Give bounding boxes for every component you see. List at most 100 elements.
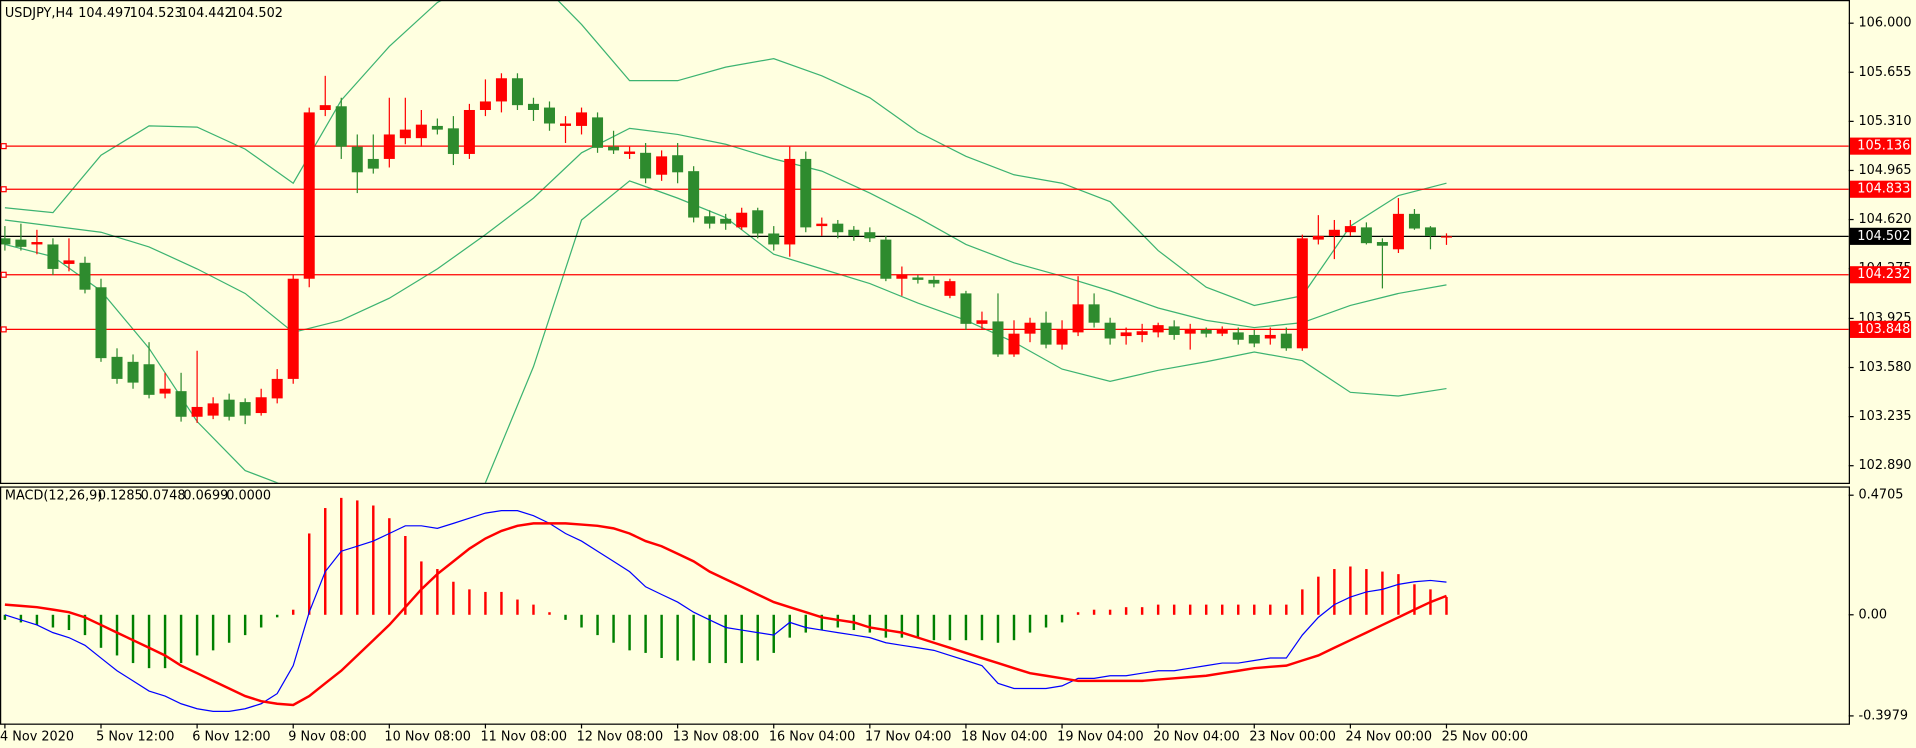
candle-body — [864, 232, 876, 239]
candle-body — [1392, 213, 1404, 250]
candle-body — [800, 158, 812, 228]
x-tick-label: 25 Nov 00:00 — [1442, 730, 1529, 745]
histogram-bar — [147, 614, 151, 669]
candle-body — [1408, 213, 1420, 229]
symbol-title: USDJPY,H4 — [5, 6, 73, 21]
candle-body — [1280, 333, 1292, 349]
candle-body — [912, 277, 924, 280]
level-label: 103.848 — [1857, 322, 1910, 337]
candle-body — [640, 152, 652, 179]
candle-body — [960, 293, 972, 324]
histogram-bar — [1349, 566, 1352, 615]
candle-body — [303, 112, 315, 279]
level-handle — [0, 186, 7, 193]
level-label-box — [1849, 266, 1912, 284]
candle-body — [431, 125, 443, 130]
histogram-bar — [740, 614, 743, 664]
candle-body — [1312, 235, 1324, 240]
candle-body — [1120, 332, 1132, 337]
candle-body — [656, 156, 668, 175]
candle-body — [383, 134, 395, 159]
histogram-bar — [532, 604, 535, 615]
histogram-bar — [596, 614, 599, 636]
candle-body — [736, 212, 748, 228]
level-label: 104.232 — [1857, 267, 1910, 282]
candle-body — [495, 78, 507, 102]
candle-body — [1360, 227, 1372, 244]
candle-body — [1136, 331, 1148, 335]
histogram-bar — [692, 614, 695, 661]
ohlc-high: 104.523 — [130, 6, 183, 21]
histogram-bar — [516, 599, 519, 615]
histogram-bar — [115, 614, 119, 656]
candle-body — [159, 388, 171, 394]
candle-body — [95, 287, 107, 359]
macd-readout: 0.0748 — [141, 489, 186, 504]
candle-body — [479, 101, 491, 110]
histogram-bar — [211, 614, 215, 651]
candle-body — [1152, 325, 1164, 333]
x-tick-label: 13 Nov 08:00 — [673, 730, 760, 745]
y-tick-label: 103.235 — [1859, 409, 1912, 424]
candle-body — [1104, 322, 1116, 339]
histogram-bar — [275, 614, 279, 618]
histogram-bar — [1285, 604, 1288, 615]
histogram-bar — [868, 614, 872, 633]
candle-body — [463, 109, 475, 154]
y-tick-label: 106.000 — [1859, 16, 1912, 31]
candle-body — [447, 128, 459, 154]
histogram-bar — [1092, 609, 1096, 615]
x-tick-label: 24 Nov 00:00 — [1345, 730, 1432, 745]
candle-body — [1376, 242, 1388, 246]
candle-body — [191, 406, 203, 417]
macd-readout: 0.0000 — [226, 489, 271, 504]
candle-body — [992, 321, 1004, 355]
x-tick-label: 19 Nov 04:00 — [1057, 730, 1144, 745]
histogram-bar — [1237, 604, 1240, 615]
y-tick-label: 0.4705 — [1859, 488, 1904, 503]
candle-body — [976, 320, 988, 324]
histogram-bar — [724, 614, 727, 664]
histogram-bar — [788, 614, 791, 638]
candle-body — [1200, 329, 1212, 334]
histogram-bar — [804, 614, 807, 633]
x-tick-label: 4 Nov 2020 — [0, 730, 74, 745]
candle-body — [1216, 329, 1228, 334]
candle-body — [111, 356, 123, 379]
histogram-bar — [1317, 576, 1320, 615]
candle-body — [672, 155, 684, 173]
histogram-bar — [468, 589, 471, 615]
histogram-bar — [772, 614, 775, 653]
histogram-bar — [1204, 604, 1208, 615]
histogram-bar — [452, 581, 455, 615]
level-handle — [0, 326, 7, 333]
level-label-box — [1849, 320, 1912, 338]
histogram-bar — [980, 614, 984, 641]
histogram-bar — [1413, 584, 1416, 615]
band-upper — [4, 0, 1447, 307]
candle-body — [207, 403, 219, 416]
y-tick-label: 105.310 — [1859, 114, 1912, 129]
candle-body — [816, 223, 828, 227]
candle-body — [944, 281, 956, 296]
histogram-bar — [1397, 574, 1400, 615]
histogram-bar — [964, 614, 968, 641]
histogram-bar — [484, 591, 487, 615]
ohlc-open: 104.497 — [78, 6, 131, 21]
histogram-bar — [259, 614, 263, 628]
candle-body — [239, 402, 251, 416]
candle-body — [367, 158, 379, 169]
x-tick-label: 18 Nov 04:00 — [961, 730, 1048, 745]
candle-body — [319, 105, 331, 110]
histogram-bar — [163, 614, 167, 669]
histogram-bar — [324, 508, 327, 615]
histogram-bar — [756, 614, 759, 661]
macd-pane — [3, 497, 1448, 712]
candle-body — [1440, 236, 1452, 238]
x-tick-label: 20 Nov 04:00 — [1153, 730, 1240, 745]
histogram-bar — [291, 609, 295, 615]
candle-body — [287, 278, 299, 379]
histogram-bar — [227, 614, 231, 643]
histogram-bar — [51, 614, 55, 628]
